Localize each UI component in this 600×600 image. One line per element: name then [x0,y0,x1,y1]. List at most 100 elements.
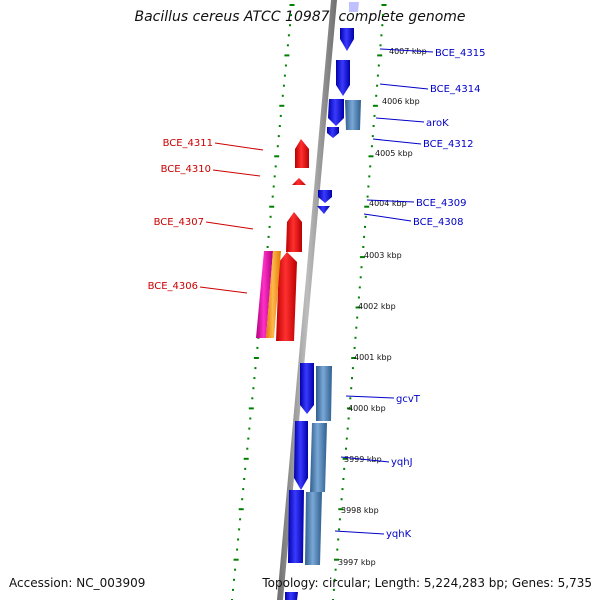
minor-tick [342,478,345,480]
label-bce-4308: BCE_4308 [413,217,463,228]
minor-tick [239,518,242,521]
leader-gcvt [345,395,395,399]
leader-bce-4311 [214,142,264,151]
gene-bce-4310 [292,178,306,185]
map-title: Bacillus cereus ATCC 10987, complete gen… [134,9,466,25]
minor-tick [368,175,371,178]
minor-tick [271,195,274,198]
inner-tick-ring [332,4,387,600]
major-tick [233,558,239,561]
right-leader-lines [334,48,434,535]
leader-bce-4314 [379,83,429,90]
minor-tick [367,185,370,188]
tick-label-4004: 4004 kbp [369,199,407,208]
major-tick [351,357,357,359]
gene-bce-4307 [286,212,302,252]
gene-yqhk [288,490,304,563]
gene-bce-4306 [276,252,297,341]
leader-bce-4306 [199,286,248,294]
minor-tick [376,84,379,87]
minor-tick [381,24,384,27]
leader-yqhk [334,530,385,535]
label-bce-4309: BCE_4309 [416,198,466,209]
minor-tick [254,367,257,370]
minor-tick [336,548,339,551]
minor-tick [277,135,280,138]
label-bce-4306: BCE_4306 [148,281,198,292]
minor-tick [377,64,380,67]
minor-tick [347,417,350,420]
tick-label-3998: 3998 kbp [341,506,379,515]
major-tick [238,508,244,511]
leader-bce-4307 [205,221,254,230]
major-tick [289,4,295,6]
major-tick [342,457,348,460]
minor-tick [334,568,337,571]
label-bce-4314: BCE_4314 [430,84,480,95]
minor-tick [286,44,289,47]
minor-tick [248,427,251,430]
minor-tick [281,94,284,97]
minor-tick [241,498,244,501]
tick-label-3997: 3997 kbp [338,558,376,567]
minor-tick [360,266,363,269]
minor-tick [337,538,340,541]
leader-bce-4312 [372,138,422,145]
minor-tick [290,14,292,17]
reverse-strand-genes [256,139,309,341]
minor-tick [379,44,382,47]
leader-bce-4315 [379,48,434,53]
minor-tick [363,235,366,238]
minor-tick [380,34,383,37]
minor-tick [242,488,245,491]
minor-tick [364,215,367,218]
gene-bce-4312b [327,127,339,138]
minor-tick [252,387,255,390]
major-tick [355,306,361,309]
label-bce-4307: BCE_4307 [154,217,204,228]
label-yqhj: yqhJ [391,457,413,468]
major-tick [377,54,383,57]
major-tick [372,104,378,107]
minor-tick [244,467,247,470]
gene-magenta [256,251,273,338]
minor-tick [287,34,290,37]
major-tick [279,104,285,107]
minor-tick [338,528,341,531]
minor-tick [232,588,234,591]
tick-label-4006: 4006 kbp [382,97,420,106]
minor-tick [273,175,276,178]
accession-text: Accession: NC_003909 [9,576,146,590]
gene-bce-4309 [318,190,332,203]
topology-summary: Topology: circular; Length: 5,224,283 bp… [262,576,592,590]
major-tick [274,155,280,158]
major-tick [381,4,387,6]
tick-label-4003: 4003 kbp [364,251,402,260]
minor-tick [274,165,277,168]
minor-tick [284,64,287,67]
major-tick [338,508,344,511]
major-tick [359,256,365,259]
tick-label-4001: 4001 kbp [354,353,392,362]
minor-tick [341,488,344,491]
leader-bce-4309 [366,199,415,203]
minor-tick [333,578,336,581]
minor-tick [278,125,281,127]
major-tick [248,407,254,410]
label-bce-4315: BCE_4315 [435,48,485,59]
minor-tick [256,346,259,349]
label-bce-4312: BCE_4312 [423,139,473,150]
minor-tick [276,145,279,148]
genome-backbone [277,0,337,600]
leader-bce-4308 [363,213,412,222]
leader-arok [375,117,425,123]
gene-bce-4311 [295,139,309,168]
leader-bce-4310 [212,169,261,177]
minor-tick [236,548,239,551]
minor-tick [345,437,348,440]
minor-tick [355,326,358,329]
gene-bottom [285,592,298,600]
tick-label-4000: 4000 kbp [348,404,386,413]
minor-tick [246,447,249,450]
right-gene-labels: BCE_4315 BCE_4314 aroK BCE_4312 BCE_4309… [386,48,485,540]
